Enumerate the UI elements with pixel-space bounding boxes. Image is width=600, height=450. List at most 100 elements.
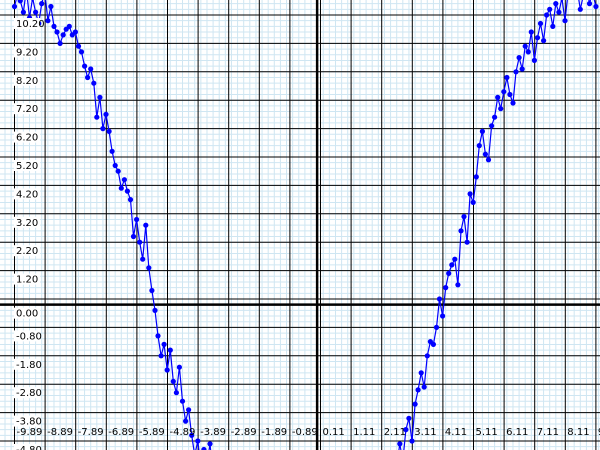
data-point — [537, 20, 544, 27]
data-point — [449, 262, 455, 268]
y-tick-label: -1.80 — [16, 360, 42, 371]
data-point — [39, 1, 45, 7]
data-point — [446, 270, 452, 276]
data-point — [476, 143, 482, 149]
data-point — [54, 29, 60, 35]
x-tick-label: -2.89 — [231, 427, 257, 438]
data-point — [130, 233, 137, 240]
data-point — [183, 418, 189, 424]
x-tick-label: 7.11 — [537, 427, 559, 438]
x-tick-label: 3.11 — [414, 427, 436, 438]
data-point — [124, 188, 130, 194]
data-point — [461, 214, 467, 220]
data-point — [443, 285, 449, 291]
data-point — [155, 333, 161, 339]
data-point — [485, 157, 492, 163]
data-point — [140, 256, 146, 262]
data-point — [522, 43, 528, 49]
y-tick-label: 0.00 — [16, 309, 38, 320]
data-point — [173, 390, 179, 396]
data-point — [492, 114, 498, 120]
data-point — [66, 23, 72, 29]
y-tick-label: -0.80 — [16, 331, 42, 342]
data-point — [100, 126, 106, 132]
x-tick-label: 8.11 — [567, 427, 589, 438]
data-point — [103, 111, 109, 117]
data-point — [186, 407, 192, 413]
y-tick-label-bg — [14, 188, 40, 200]
data-point — [115, 168, 121, 174]
y-tick-label-bg — [14, 444, 40, 450]
data-point — [106, 128, 112, 134]
x-tick-labels: -9.89 -8.89 -7.89 -6.89 -5.89 -4.89 -3.89 -2.89… — [17, 427, 600, 438]
y-tick-label-bg — [14, 387, 40, 399]
data-point — [421, 384, 427, 390]
x-tick-label: -3.89 — [200, 427, 226, 438]
y-tick-label-bg — [14, 273, 40, 285]
data-point — [17, 0, 23, 4]
x-tick-label: -9.89 — [17, 427, 43, 438]
data-point — [479, 128, 485, 134]
data-point — [498, 106, 504, 112]
series-group — [11, 0, 599, 450]
data-point — [424, 353, 430, 359]
data-point — [78, 49, 85, 55]
data-point — [161, 341, 167, 347]
data-point — [482, 151, 488, 157]
data-point — [176, 364, 182, 370]
data-point — [164, 367, 170, 373]
y-tick-label: 10.20 — [16, 19, 45, 30]
y-tick-label: -4.80 — [16, 445, 42, 450]
data-point — [415, 387, 421, 393]
data-point — [504, 74, 510, 81]
data-point — [57, 40, 63, 47]
x-tick-label: -4.89 — [170, 427, 196, 438]
data-point — [397, 441, 403, 447]
x-tick-label: -1.89 — [261, 427, 287, 438]
data-point — [547, 6, 553, 12]
data-point — [118, 185, 124, 191]
data-point — [562, 18, 568, 24]
data-point — [60, 32, 66, 38]
data-point — [495, 94, 501, 100]
y-tick-label-bg — [14, 330, 40, 342]
data-point — [440, 313, 446, 319]
data-point — [430, 341, 436, 347]
y-tick-label: 8.20 — [16, 76, 38, 87]
data-point — [553, 1, 559, 7]
data-point — [33, 9, 39, 15]
x-tick-label: -0.89 — [292, 427, 318, 438]
data-point — [577, 6, 583, 12]
data-point — [30, 0, 35, 1]
data-point — [593, 3, 599, 10]
data-point — [560, 0, 564, 1]
data-point — [489, 123, 495, 129]
x-tick-label: 9.11 — [598, 427, 600, 438]
data-point — [121, 177, 127, 183]
x-tick-label: 2.11 — [384, 427, 406, 438]
data-point — [507, 91, 513, 98]
data-point — [195, 438, 201, 444]
data-point — [149, 287, 155, 294]
x-tick-label: 1.11 — [353, 427, 375, 438]
y-tick-label-bg — [14, 216, 40, 228]
data-point — [586, 1, 593, 7]
data-point — [152, 307, 158, 313]
data-point — [528, 29, 534, 35]
y-tick-label-bg — [14, 131, 40, 143]
y-tick-label: 9.20 — [16, 47, 38, 58]
data-point — [455, 282, 461, 288]
data-point — [170, 378, 176, 384]
y-tick-label: 6.20 — [16, 133, 38, 144]
data-point — [452, 256, 458, 262]
y-tick-label-bg — [14, 160, 40, 171]
x-tick-label: -8.89 — [47, 427, 73, 438]
data-point — [167, 347, 173, 353]
data-point — [541, 38, 547, 44]
data-point — [412, 401, 418, 407]
data-point — [531, 57, 538, 64]
y-tick-label: 7.20 — [16, 104, 38, 115]
data-point — [525, 49, 531, 55]
